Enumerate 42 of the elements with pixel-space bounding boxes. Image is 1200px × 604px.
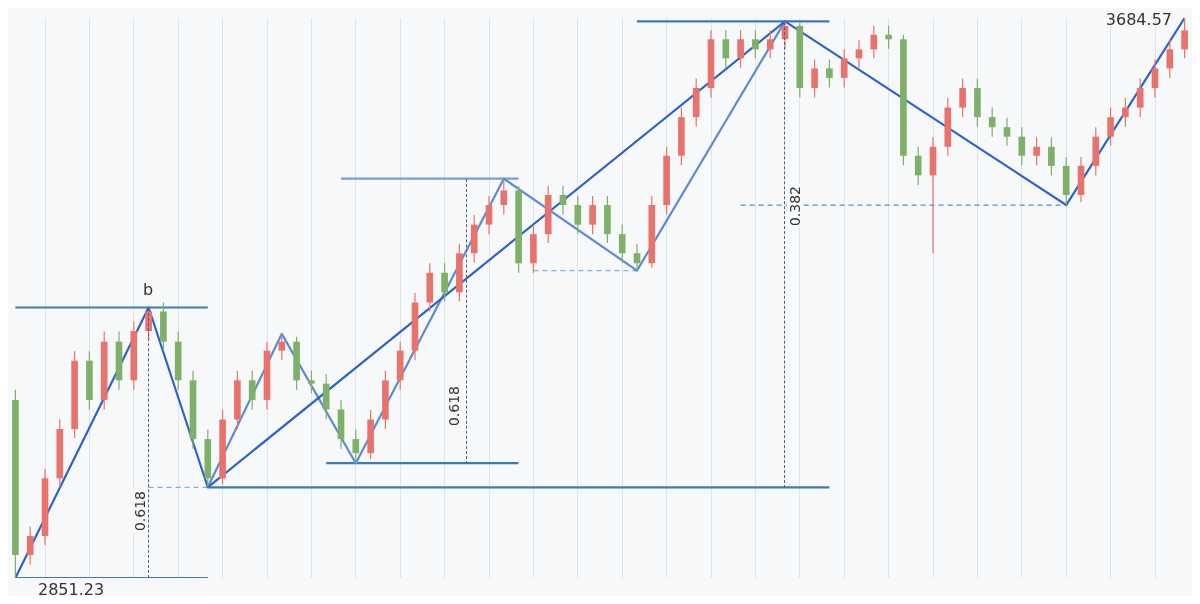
candlestick — [574, 195, 582, 235]
candlestick — [308, 370, 315, 394]
candlestick — [248, 370, 256, 411]
candlestick — [1166, 39, 1174, 79]
candlestick — [914, 146, 922, 186]
candlestick — [1136, 77, 1144, 118]
annotation: 0.382 — [787, 183, 803, 229]
candlestick — [1003, 117, 1011, 147]
candlestick — [722, 29, 730, 69]
candlestick — [352, 429, 360, 464]
candlestick — [633, 243, 641, 272]
candlestick — [1033, 136, 1040, 166]
candlestick — [752, 29, 759, 59]
annotation: 3684.57 — [1104, 10, 1173, 29]
candlestick — [766, 29, 774, 59]
candlestick — [500, 178, 508, 216]
candlestick — [1122, 97, 1129, 128]
candlestick — [840, 48, 848, 89]
candlestick — [278, 333, 286, 361]
candlestick — [870, 25, 878, 59]
annotation: b — [141, 280, 155, 299]
candlestick — [485, 195, 493, 235]
candlestick — [885, 25, 892, 50]
candlestick — [988, 107, 996, 138]
annotation: 0.618 — [132, 488, 148, 534]
candlestick — [559, 185, 567, 216]
candlestick — [26, 525, 34, 566]
candlestick — [618, 224, 626, 264]
candlestick — [855, 39, 863, 69]
candlestick — [959, 77, 966, 118]
text: 2851.23 — [37, 580, 106, 599]
candlestick — [589, 195, 596, 235]
candlestick — [1181, 17, 1188, 59]
candlestick — [811, 58, 818, 99]
candlestick — [441, 262, 448, 302]
candlestick — [1048, 136, 1055, 176]
candlestick — [1018, 126, 1026, 166]
candlestick — [1151, 58, 1159, 99]
candlestick — [1107, 107, 1114, 147]
candlestick — [826, 58, 833, 89]
candlestick — [737, 29, 744, 69]
annotation: 0.618 — [446, 383, 462, 429]
